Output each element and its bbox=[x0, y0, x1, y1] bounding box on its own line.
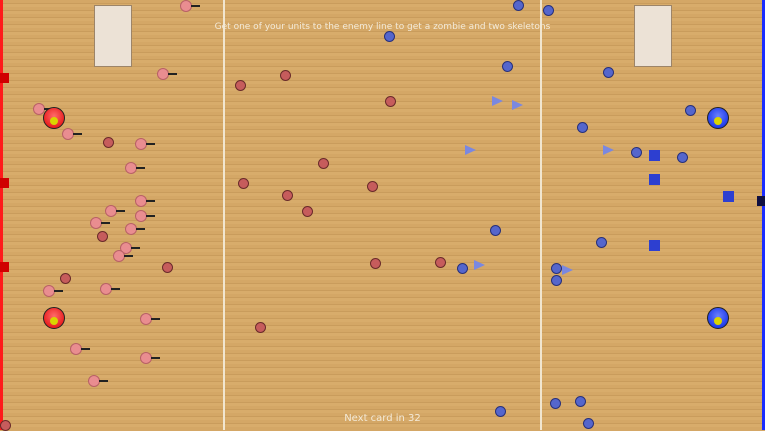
blue-line-marker-icon bbox=[757, 196, 765, 206]
red-spear-unit-icon[interactable] bbox=[135, 195, 155, 207]
red-spear-unit-icon[interactable] bbox=[113, 250, 133, 262]
blue-ball-unit-icon[interactable] bbox=[583, 418, 594, 429]
blue-ball-unit-icon[interactable] bbox=[631, 147, 642, 158]
king-icon bbox=[714, 317, 722, 325]
blue-block-unit-icon[interactable] bbox=[723, 191, 734, 202]
blue-ball-unit-icon[interactable] bbox=[543, 5, 554, 16]
blue-arrow-unit-icon[interactable] bbox=[562, 265, 573, 275]
red-shield-unit-icon[interactable] bbox=[97, 231, 108, 242]
next-card-timer: Next card in 32 bbox=[344, 413, 421, 424]
red-goal-line bbox=[0, 0, 3, 430]
blue-arrow-unit-icon[interactable] bbox=[465, 145, 476, 155]
red-shield-unit-icon[interactable] bbox=[282, 190, 293, 201]
blue-block-unit-icon[interactable] bbox=[649, 240, 660, 251]
red-line-marker-icon bbox=[0, 73, 9, 83]
blue-ball-unit-icon[interactable] bbox=[495, 406, 506, 417]
red-spear-unit-icon[interactable] bbox=[43, 285, 63, 297]
king-icon bbox=[714, 117, 722, 125]
red-shield-unit-icon[interactable] bbox=[255, 322, 266, 333]
blue-ball-unit-icon[interactable] bbox=[603, 67, 614, 78]
red-spear-unit-icon[interactable] bbox=[135, 138, 155, 150]
blue-block-unit-icon[interactable] bbox=[649, 150, 660, 161]
king-icon bbox=[50, 317, 58, 325]
red-shield-unit-icon[interactable] bbox=[60, 273, 71, 284]
blue-goal-line bbox=[762, 0, 765, 430]
blue-ball-unit-icon[interactable] bbox=[490, 225, 501, 236]
blue-ball-unit-icon[interactable] bbox=[551, 263, 562, 274]
red-spear-unit-icon[interactable] bbox=[125, 162, 145, 174]
objective-text: Get one of your units to the enemy line … bbox=[214, 22, 551, 32]
blue-block-unit-icon[interactable] bbox=[649, 174, 660, 185]
blue-arrow-unit-icon[interactable] bbox=[512, 100, 523, 110]
red-shield-unit-icon[interactable] bbox=[385, 96, 396, 107]
red-shield-unit-icon[interactable] bbox=[162, 262, 173, 273]
right-midfield-line bbox=[540, 0, 542, 430]
red-shield-unit-icon[interactable] bbox=[103, 137, 114, 148]
blue-ball-unit-icon[interactable] bbox=[384, 31, 395, 42]
red-line-marker-icon bbox=[0, 178, 9, 188]
blue-base-icon[interactable] bbox=[707, 107, 729, 129]
blue-ball-unit-icon[interactable] bbox=[596, 237, 607, 248]
red-shield-unit-icon[interactable] bbox=[318, 158, 329, 169]
red-spear-unit-icon[interactable] bbox=[157, 68, 177, 80]
red-base-icon[interactable] bbox=[43, 307, 65, 329]
red-spear-unit-icon[interactable] bbox=[62, 128, 82, 140]
red-base-icon[interactable] bbox=[43, 107, 65, 129]
blue-ball-unit-icon[interactable] bbox=[502, 61, 513, 72]
blue-ball-unit-icon[interactable] bbox=[575, 396, 586, 407]
blue-ball-unit-icon[interactable] bbox=[685, 105, 696, 116]
red-shield-unit-icon[interactable] bbox=[235, 80, 246, 91]
red-spawn-zone bbox=[94, 5, 132, 67]
red-shield-unit-icon[interactable] bbox=[0, 420, 11, 431]
blue-arrow-unit-icon[interactable] bbox=[492, 96, 503, 106]
blue-spawn-zone bbox=[634, 5, 672, 67]
left-midfield-line bbox=[223, 0, 225, 430]
red-line-marker-icon bbox=[0, 262, 9, 272]
red-spear-unit-icon[interactable] bbox=[88, 375, 108, 387]
blue-arrow-unit-icon[interactable] bbox=[474, 260, 485, 270]
red-spear-unit-icon[interactable] bbox=[125, 223, 145, 235]
blue-base-icon[interactable] bbox=[707, 307, 729, 329]
red-spear-unit-icon[interactable] bbox=[140, 313, 160, 325]
blue-ball-unit-icon[interactable] bbox=[577, 122, 588, 133]
blue-arrow-unit-icon[interactable] bbox=[603, 145, 614, 155]
red-spear-unit-icon[interactable] bbox=[105, 205, 125, 217]
red-spear-unit-icon[interactable] bbox=[140, 352, 160, 364]
red-spear-unit-icon[interactable] bbox=[90, 217, 110, 229]
red-shield-unit-icon[interactable] bbox=[435, 257, 446, 268]
blue-ball-unit-icon[interactable] bbox=[457, 263, 468, 274]
red-shield-unit-icon[interactable] bbox=[280, 70, 291, 81]
red-shield-unit-icon[interactable] bbox=[302, 206, 313, 217]
red-shield-unit-icon[interactable] bbox=[370, 258, 381, 269]
red-spear-unit-icon[interactable] bbox=[100, 283, 120, 295]
red-shield-unit-icon[interactable] bbox=[367, 181, 378, 192]
red-spear-unit-icon[interactable] bbox=[180, 0, 200, 12]
king-icon bbox=[50, 117, 58, 125]
blue-ball-unit-icon[interactable] bbox=[677, 152, 688, 163]
blue-ball-unit-icon[interactable] bbox=[551, 275, 562, 286]
red-spear-unit-icon[interactable] bbox=[70, 343, 90, 355]
red-spear-unit-icon[interactable] bbox=[135, 210, 155, 222]
blue-ball-unit-icon[interactable] bbox=[513, 0, 524, 11]
blue-ball-unit-icon[interactable] bbox=[550, 398, 561, 409]
red-shield-unit-icon[interactable] bbox=[238, 178, 249, 189]
